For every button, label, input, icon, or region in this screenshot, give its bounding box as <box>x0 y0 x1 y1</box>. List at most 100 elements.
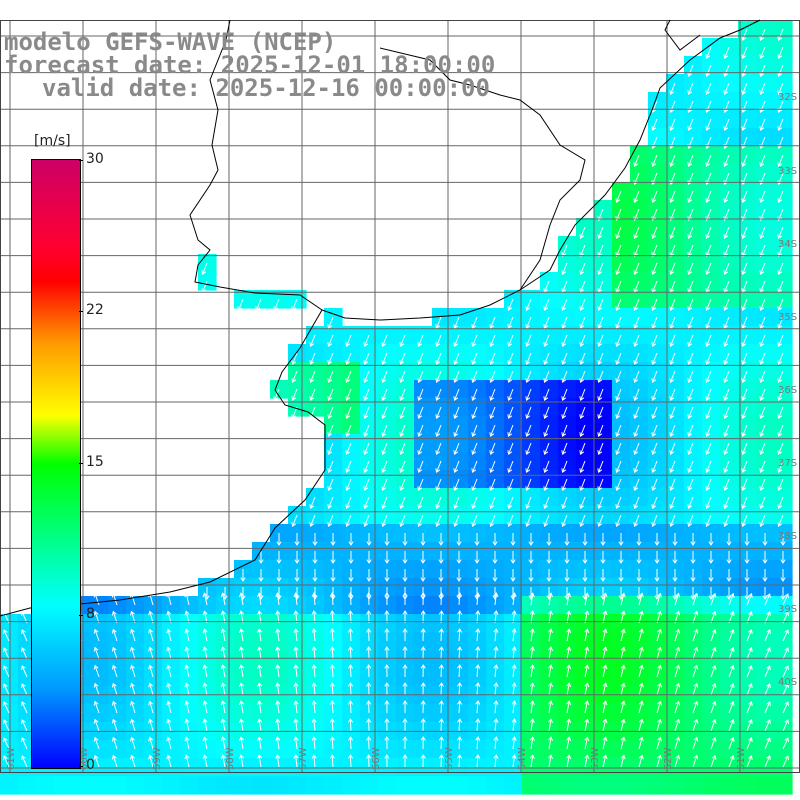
wind-arrow <box>690 533 696 546</box>
wind-arrow <box>363 370 370 384</box>
wind-speed-cell <box>684 650 703 669</box>
wind-speed-cell <box>684 668 703 687</box>
wind-arrow <box>547 682 553 696</box>
wind-arrow <box>420 682 426 696</box>
wind-speed-cell <box>162 740 181 759</box>
wind-arrow <box>2 755 10 768</box>
wind-speed-cell <box>756 668 775 687</box>
wind-speed-cell <box>720 650 739 669</box>
wind-arrow <box>402 646 408 660</box>
wind-speed-cell <box>612 758 631 777</box>
wind-speed-cell <box>576 758 595 777</box>
wind-arrow <box>493 700 499 714</box>
wind-arrow <box>633 460 640 474</box>
wind-arrow <box>746 755 753 768</box>
wind-speed-cell <box>306 740 325 759</box>
wind-arrow <box>687 154 694 168</box>
wind-arrow <box>366 551 372 564</box>
wind-arrow <box>777 154 784 168</box>
wind-arrow <box>238 718 244 732</box>
wind-arrow <box>674 664 681 678</box>
wind-arrow <box>417 478 424 492</box>
wind-arrow <box>294 533 300 546</box>
wind-arrow <box>692 646 699 660</box>
wind-speed-cell <box>108 596 127 615</box>
wind-arrow <box>741 226 748 240</box>
colorbar-label-30: 30 <box>86 151 104 167</box>
wind-arrow <box>687 118 694 132</box>
wind-arrow <box>399 460 406 474</box>
wind-arrow <box>417 388 424 402</box>
wind-speed-cell <box>576 632 595 651</box>
wind-speed-cell <box>306 596 325 615</box>
wind-arrow <box>238 700 244 714</box>
wind-arrow <box>777 46 784 60</box>
wind-arrow <box>184 682 190 696</box>
wind-speed-cell <box>162 776 181 795</box>
wind-speed-cell <box>468 668 487 687</box>
wind-arrow <box>656 700 662 714</box>
wind-arrow <box>384 682 390 696</box>
wind-arrow <box>615 406 622 420</box>
wind-arrow <box>381 334 388 348</box>
wind-speed-cell <box>540 758 559 777</box>
wind-arrow <box>345 514 352 528</box>
wind-arrow <box>687 244 694 258</box>
wind-arrow <box>276 569 282 582</box>
wind-arrow <box>453 496 460 510</box>
wind-arrow <box>435 406 442 420</box>
wind-arrow <box>561 442 568 456</box>
wind-arrow <box>690 587 696 600</box>
wind-arrow <box>507 298 514 312</box>
wind-arrow <box>726 569 732 582</box>
wind-arrow <box>327 478 334 492</box>
wind-arrow <box>384 736 390 750</box>
wind-speed-cell <box>594 704 613 723</box>
wind-speed-cell <box>90 650 109 669</box>
wind-arrow <box>566 592 572 606</box>
wind-arrow <box>782 683 790 696</box>
wind-arrow <box>238 628 244 642</box>
wind-arrow <box>728 628 735 642</box>
wind-arrow <box>453 334 460 348</box>
wind-speed-cell <box>648 632 667 651</box>
wind-speed-cell <box>306 632 325 651</box>
wind-speed-cell <box>414 632 433 651</box>
wind-arrow <box>507 406 514 420</box>
wind-arrow <box>417 496 424 510</box>
wind-speed-cell <box>468 596 487 615</box>
wind-arrow <box>453 406 460 420</box>
wind-arrow <box>728 664 735 678</box>
wind-arrow <box>184 592 190 606</box>
wind-arrow <box>741 352 748 366</box>
wind-speed-cell <box>612 776 631 795</box>
latitude-label: 32S <box>778 92 797 103</box>
wind-arrow <box>220 736 226 750</box>
wind-arrow <box>547 700 553 714</box>
wind-arrow <box>615 370 622 384</box>
wind-arrow <box>705 154 712 168</box>
wind-arrow <box>402 551 408 564</box>
wind-arrow <box>651 424 658 438</box>
wind-arrow <box>687 298 694 312</box>
wind-arrow <box>692 664 699 678</box>
wind-arrow <box>723 406 730 420</box>
wind-arrow <box>166 682 172 696</box>
wind-speed-cell <box>234 758 253 777</box>
wind-arrow <box>507 514 514 528</box>
wind-speed-cell <box>576 668 595 687</box>
wind-arrow <box>672 533 678 546</box>
wind-arrow <box>471 424 478 438</box>
wind-arrow <box>692 592 699 606</box>
wind-arrow <box>579 226 586 240</box>
wind-arrow <box>507 460 514 474</box>
wind-speed-cell <box>36 776 55 795</box>
wind-speed-cell <box>576 740 595 759</box>
wind-arrow <box>492 569 498 582</box>
wind-speed-cell <box>126 704 145 723</box>
wind-speed-cell <box>144 704 163 723</box>
wind-arrow <box>293 754 299 768</box>
wind-speed-cell <box>684 632 703 651</box>
wind-arrow <box>710 754 717 768</box>
wind-arrow <box>111 754 118 768</box>
